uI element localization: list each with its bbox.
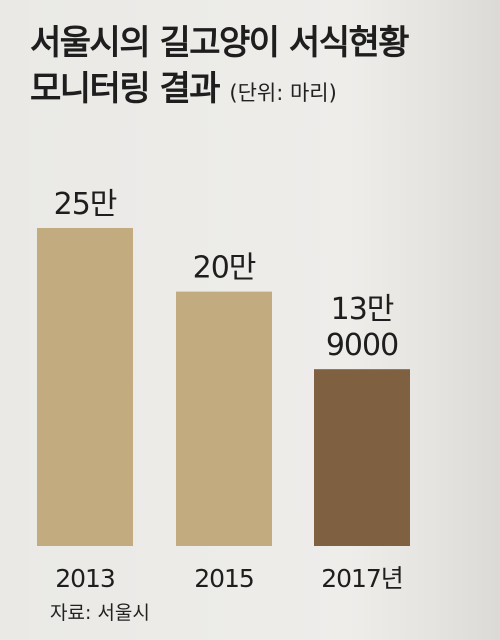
source-note: 자료: 서울시 — [50, 602, 150, 624]
chart-title-line2: 모니터링 결과 (단위: 마리) — [30, 66, 490, 116]
chart-title: 서울시의 길고양이 서식현황 모니터링 결과 (단위: 마리) — [30, 20, 490, 116]
bar-0 — [37, 228, 133, 546]
unit-label: (단위: 마리) — [229, 81, 337, 105]
bar-2 — [314, 369, 410, 546]
chart-title-line1: 서울시의 길고양이 서식현황 — [30, 23, 410, 63]
value-label-2-1: 9000 — [326, 328, 398, 363]
value-label-2-0: 13만 — [331, 292, 394, 327]
category-label-0: 2013 — [55, 564, 115, 593]
value-label-0: 25만 — [54, 187, 117, 222]
category-label-1: 2015 — [194, 564, 254, 593]
value-label-1: 20만 — [193, 251, 256, 286]
bar-1 — [176, 291, 272, 546]
category-label-2: 2017년 — [321, 564, 403, 593]
chart-title-line2-text: 모니터링 결과 — [30, 69, 221, 109]
